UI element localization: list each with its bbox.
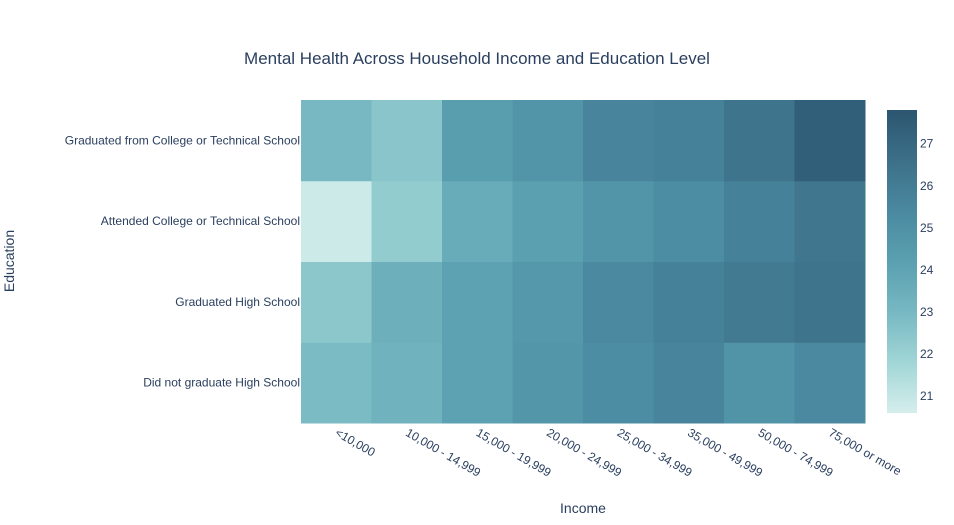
heatmap-cell	[724, 342, 795, 424]
y-axis-ticks: Did not graduate High School Graduated Hi…	[65, 133, 300, 389]
heatmap-cell	[301, 261, 372, 343]
heatmap-cell	[724, 100, 795, 182]
x-tick-label: 50,000 - 74,999	[756, 425, 836, 479]
heatmap-cell	[724, 261, 795, 343]
heatmap-cell	[583, 261, 654, 343]
heatmap-cell	[724, 180, 795, 262]
x-tick-label: 15,000 - 19,999	[474, 425, 554, 479]
colorbar-ticks: 21 22 23 24 25 26 27	[920, 137, 934, 403]
y-tick-label: Did not graduate High School	[143, 376, 300, 390]
heatmap-cell	[794, 180, 866, 262]
heatmap-cell	[371, 342, 443, 424]
heatmap-cell	[653, 342, 725, 424]
heatmap-cells	[301, 100, 866, 424]
heatmap-cell	[301, 342, 372, 424]
heatmap-cell	[512, 100, 584, 182]
colorbar-tick-label: 23	[920, 305, 934, 319]
y-tick-label: Graduated from College or Technical Scho…	[65, 133, 300, 147]
y-tick-label: Graduated High School	[175, 295, 300, 309]
heatmap-cell	[653, 261, 725, 343]
heatmap-cell	[583, 180, 654, 262]
colorbar-tick-label: 22	[920, 347, 934, 361]
colorbar: 21 22 23 24 25 26 27	[887, 110, 934, 413]
heatmap-cell	[442, 180, 513, 262]
heatmap-cell	[301, 100, 372, 182]
x-tick-label: 75,000 or more	[826, 425, 904, 478]
heatmap-cell	[653, 100, 725, 182]
x-tick-label: <10,000	[333, 425, 378, 459]
heatmap-cell	[371, 100, 443, 182]
heatmap-cell	[583, 100, 654, 182]
colorbar-tick-label: 25	[920, 221, 934, 235]
heatmap-cell	[794, 261, 866, 343]
heatmap-cell	[442, 342, 513, 424]
x-tick-label: 25,000 - 34,999	[615, 425, 695, 479]
heatmap-cell	[371, 261, 443, 343]
heatmap-cell	[512, 180, 584, 262]
colorbar-tick-label: 21	[920, 389, 934, 403]
y-tick-label: Attended College or Technical School	[101, 214, 300, 228]
chart-title: Mental Health Across Household Income an…	[244, 49, 710, 68]
x-tick-label: 35,000 - 49,999	[685, 425, 765, 479]
colorbar-gradient	[887, 110, 917, 413]
heatmap-cell	[512, 342, 584, 424]
y-axis-title: Education	[1, 230, 17, 292]
colorbar-tick-label: 24	[920, 263, 934, 277]
x-tick-label: 20,000 - 24,999	[544, 425, 624, 479]
x-tick-label: 10,000 - 14,999	[403, 425, 483, 479]
colorbar-tick-label: 27	[920, 137, 934, 151]
heatmap-cell	[512, 261, 584, 343]
heatmap-cell	[442, 100, 513, 182]
heatmap-cell	[301, 180, 372, 262]
heatmap-cell	[794, 100, 866, 182]
heatmap-cell	[583, 342, 654, 424]
colorbar-tick-label: 26	[920, 179, 934, 193]
heatmap-cell	[442, 261, 513, 343]
heatmap-cell	[371, 180, 443, 262]
heatmap-cell	[794, 342, 866, 424]
x-axis-title: Income	[560, 500, 606, 516]
heatmap-cell	[653, 180, 725, 262]
